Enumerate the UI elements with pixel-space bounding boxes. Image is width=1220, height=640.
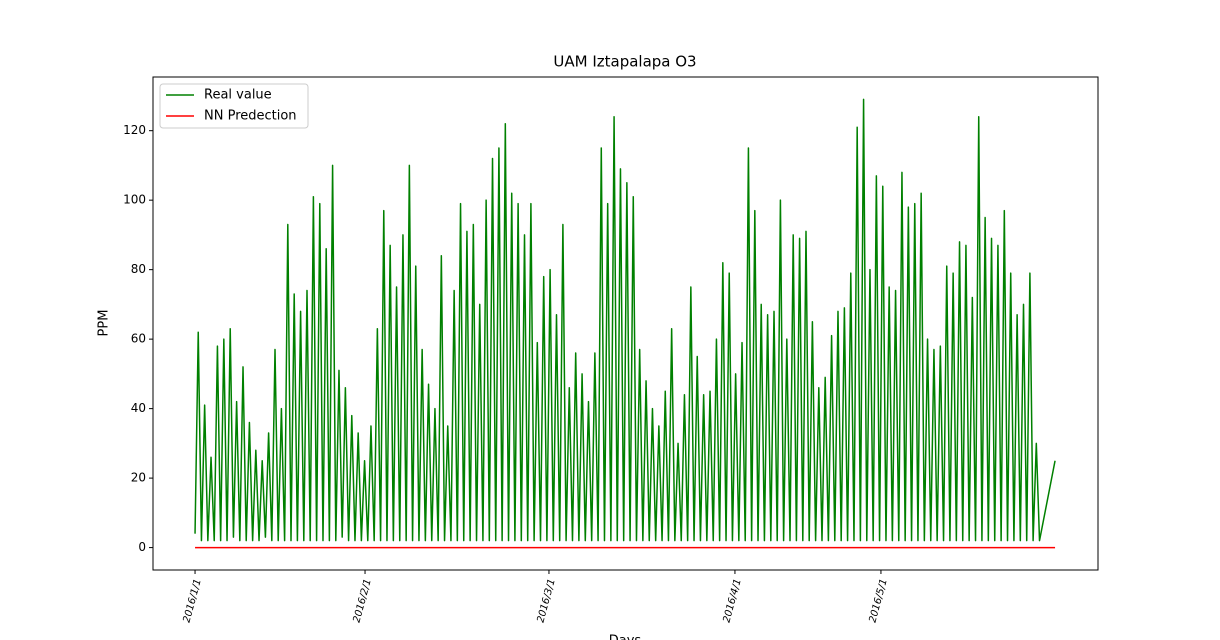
chart-title: UAM Iztapalapa O3 [553, 53, 696, 71]
y-tick-label: 100 [123, 193, 146, 207]
legend-label: Real value [204, 88, 272, 103]
x-tick-label: 2016/3/1 [536, 578, 558, 624]
x-axis-label: Days [609, 634, 642, 640]
y-axis-label: PPM [97, 310, 112, 337]
x-tick-label: 2016/4/1 [721, 578, 743, 624]
y-tick-label: 120 [123, 123, 146, 137]
y-tick-label: 20 [131, 471, 146, 485]
legend-label: NN Predection [204, 109, 297, 124]
y-tick-label: 60 [131, 332, 146, 346]
y-tick-label: 40 [131, 401, 146, 415]
legend: Real value NN Predection [159, 83, 309, 129]
legend-box [159, 83, 309, 129]
y-tick-label: 80 [131, 262, 146, 276]
y-tick-label: 0 [138, 540, 146, 554]
x-tick-label: 2016/1/1 [182, 578, 204, 624]
x-tick-label: 2016/5/1 [867, 578, 889, 624]
x-tick-label: 2016/2/1 [352, 578, 374, 624]
data-line [194, 98, 1056, 542]
plot-frame [152, 76, 1099, 571]
